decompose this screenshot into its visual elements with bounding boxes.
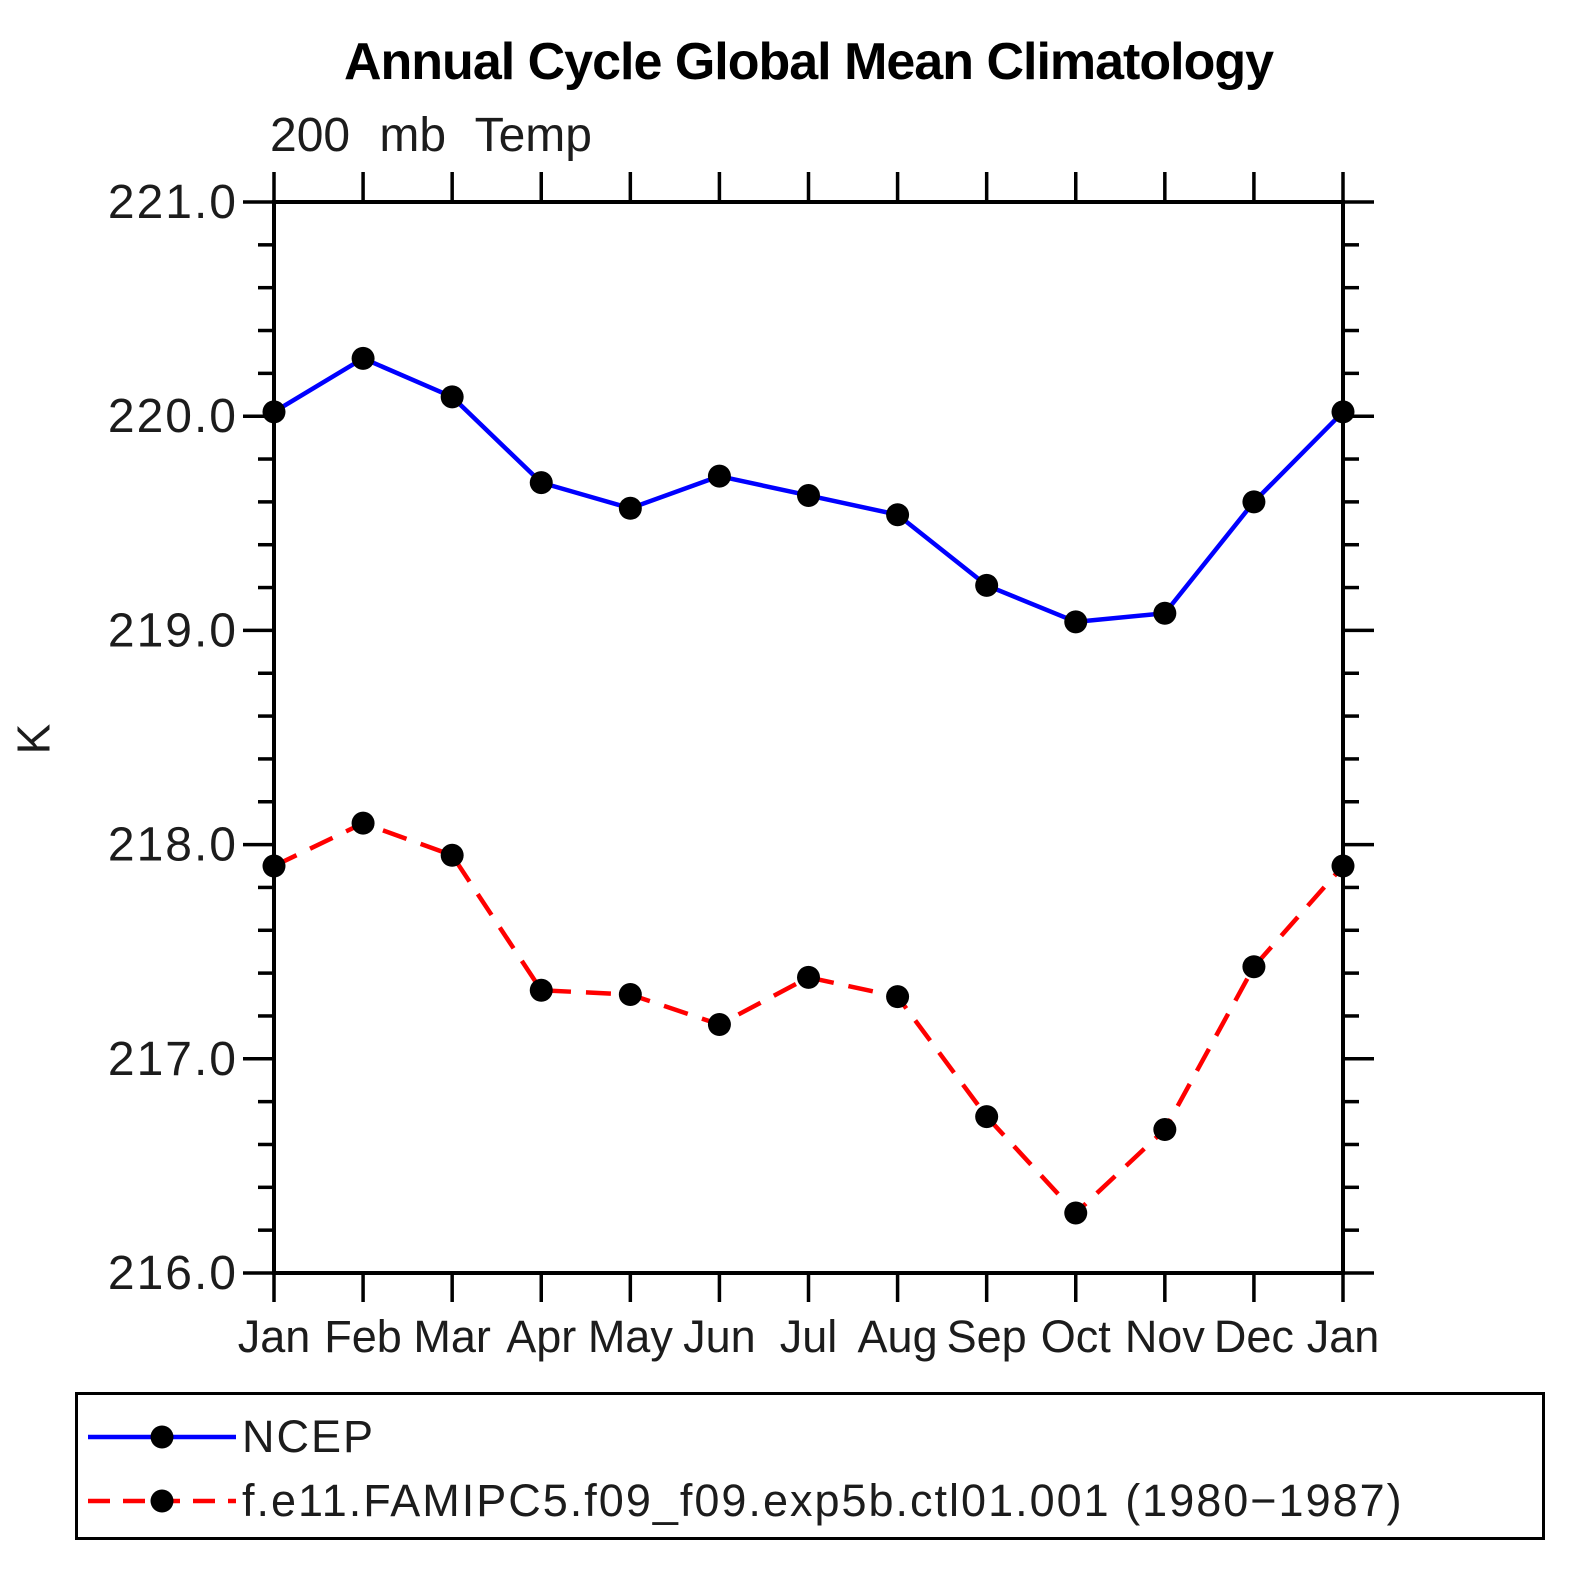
data-point-marker <box>262 400 286 424</box>
y-tick-label: 221.0 <box>108 176 238 229</box>
data-point-marker <box>618 983 642 1007</box>
data-point-marker <box>975 573 999 597</box>
data-point-marker <box>707 464 731 488</box>
data-point-marker <box>886 503 910 527</box>
chart-subtitle: 200 mb Temp <box>270 109 592 162</box>
legend-box: NCEP f.e11.FAMIPC5.f09_f09.exp5b.ctl01.0… <box>75 1392 1545 1540</box>
data-point-marker <box>1064 610 1088 634</box>
legend-entry-ncep: NCEP <box>78 1405 1542 1469</box>
data-point-marker <box>529 978 553 1002</box>
x-tick-label: Jun <box>683 1311 756 1362</box>
legend-line-sample-ncep <box>88 1425 236 1449</box>
axis-ticks <box>243 172 1374 1302</box>
data-point-marker <box>1331 854 1355 878</box>
data-point-marker <box>1153 1117 1177 1141</box>
x-tick-label: Aug <box>858 1311 938 1362</box>
x-tick-label: Feb <box>324 1311 402 1362</box>
data-point-marker <box>440 843 464 867</box>
x-tick-labels: Jan Feb Mar Apr May Jun Jul Aug Sep Oct Nov Dec Jan <box>238 1311 1380 1362</box>
chart-title: Annual Cycle Global Mean Climatology <box>343 33 1274 91</box>
data-point-marker <box>797 483 820 507</box>
x-tick-label: Sep <box>947 1311 1027 1362</box>
y-tick-label: 220.0 <box>108 390 238 443</box>
y-tick-labels: 221.0 220.0 219.0 218.0 217.0 216.0 <box>108 176 238 1300</box>
data-point-marker <box>1064 1201 1088 1225</box>
data-point-marker <box>1242 955 1266 979</box>
y-tick-label: 219.0 <box>108 604 238 657</box>
data-point-marker <box>1242 490 1266 514</box>
legend-line-sample-model <box>88 1489 236 1513</box>
x-tick-label: Apr <box>506 1311 576 1362</box>
data-point-marker <box>886 985 910 1009</box>
legend-label-model: f.e11.FAMIPC5.f09_f09.exp5b.ctl01.001 (1… <box>242 1475 1404 1526</box>
legend-entry-model: f.e11.FAMIPC5.f09_f09.exp5b.ctl01.001 (1… <box>78 1469 1542 1533</box>
data-point-marker <box>975 1105 999 1129</box>
data-point-marker <box>1153 601 1177 625</box>
x-tick-label: Jan <box>1307 1311 1380 1362</box>
data-point-marker <box>351 346 375 370</box>
data-point-marker <box>707 1013 731 1037</box>
x-tick-label: Nov <box>1125 1311 1206 1362</box>
series-ncep <box>262 346 1355 634</box>
legend-marker <box>150 1425 174 1449</box>
x-tick-label: Mar <box>413 1311 491 1362</box>
x-tick-label: Oct <box>1041 1311 1112 1362</box>
y-tick-label: 218.0 <box>108 819 238 872</box>
data-point-marker <box>440 385 464 409</box>
x-tick-label: Dec <box>1214 1311 1294 1362</box>
data-point-marker <box>618 496 642 520</box>
x-tick-label: Jan <box>238 1311 311 1362</box>
data-point-marker <box>262 854 286 878</box>
plot-frame <box>272 200 1345 1275</box>
x-tick-label: May <box>588 1311 674 1362</box>
data-point-marker <box>797 965 820 989</box>
data-point-marker <box>1331 400 1355 424</box>
y-tick-label: 216.0 <box>108 1247 238 1300</box>
series-model <box>262 811 1355 1225</box>
legend-label-ncep: NCEP <box>242 1411 376 1462</box>
data-point-marker <box>351 811 375 835</box>
x-tick-label: Jul <box>780 1311 838 1362</box>
y-tick-label: 217.0 <box>108 1033 238 1086</box>
legend-marker <box>150 1489 174 1513</box>
data-point-marker <box>529 471 553 495</box>
